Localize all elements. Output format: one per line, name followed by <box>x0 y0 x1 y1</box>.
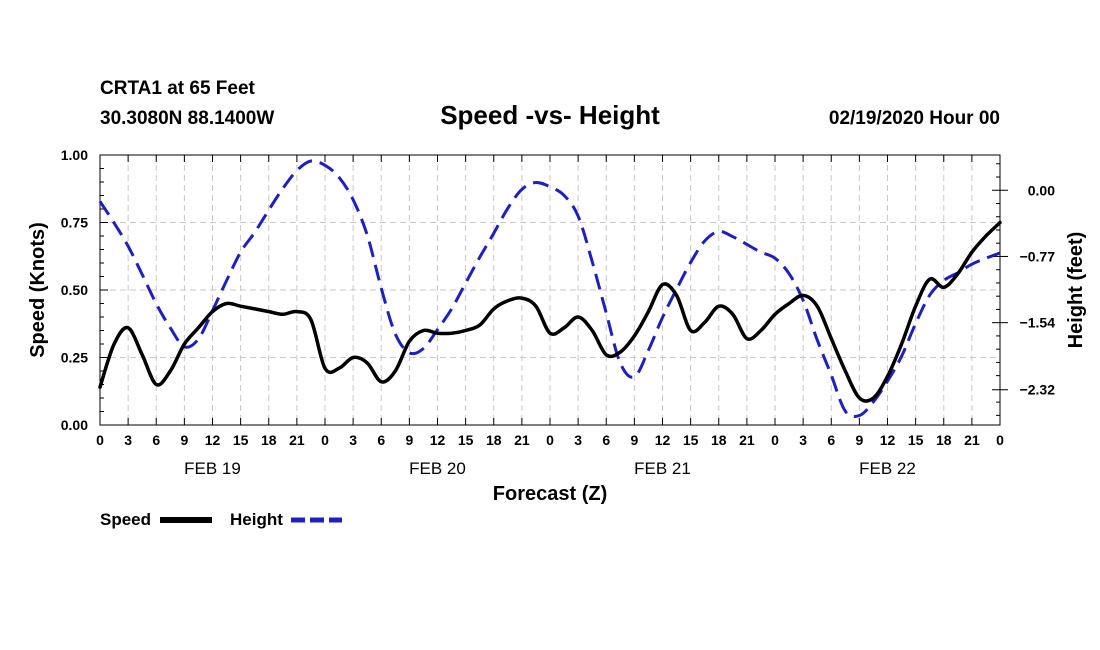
x-tick-label: 15 <box>458 432 474 448</box>
legend-height-label: Height <box>230 510 283 529</box>
legend-speed-label: Speed <box>100 510 151 529</box>
right-tick-label: −1.54 <box>1020 315 1056 331</box>
data-series <box>98 159 1002 419</box>
x-tick-label: 9 <box>855 432 863 448</box>
right-axis-title: Height (feet) <box>1065 232 1087 349</box>
x-tick-label: 6 <box>827 432 835 448</box>
left-tick-label: 1.00 <box>61 147 88 163</box>
left-tick-label: 0.75 <box>61 215 88 231</box>
x-tick-label: 6 <box>377 432 385 448</box>
x-tick-label: 15 <box>233 432 249 448</box>
x-tick-label: 21 <box>739 432 755 448</box>
x-tick-label: 12 <box>430 432 446 448</box>
x-tick-label: 9 <box>180 432 188 448</box>
right-tick-label: −0.77 <box>1020 248 1056 264</box>
x-tick-label: 3 <box>349 432 357 448</box>
x-tick-label: 3 <box>574 432 582 448</box>
x-axis-title: Forecast (Z) <box>493 483 607 505</box>
legend: Speed Height <box>100 510 342 529</box>
left-tick-label: 0.00 <box>61 417 88 433</box>
x-tick-label: 18 <box>261 432 277 448</box>
day-label: FEB 22 <box>859 459 916 478</box>
x-tick-label: 6 <box>602 432 610 448</box>
right-tick-label: 0.00 <box>1028 182 1055 198</box>
day-label: FEB 21 <box>634 459 691 478</box>
x-tick-label: 9 <box>405 432 413 448</box>
axis-tick-labels: 0 3 6 9 12 15 18 21 0 3 6 9 12 15 18 21 0 3 6 9 12 15 18 21 0 3 6 9… <box>61 147 1055 478</box>
speed-series-line <box>98 220 1002 403</box>
day-label: FEB 20 <box>409 459 466 478</box>
x-tick-label: 15 <box>908 432 924 448</box>
station-label: CRTA1 at 65 Feet <box>100 78 256 99</box>
height-series-line <box>98 159 1001 419</box>
x-tick-label: 18 <box>936 432 952 448</box>
x-tick-label: 0 <box>996 432 1004 448</box>
x-tick-label: 18 <box>711 432 727 448</box>
x-tick-label: 15 <box>683 432 699 448</box>
x-tick-label: 18 <box>486 432 502 448</box>
x-tick-label: 0 <box>96 432 104 448</box>
x-tick-label: 0 <box>771 432 779 448</box>
x-tick-label: 12 <box>880 432 896 448</box>
chart-title: Speed -vs- Height <box>440 100 660 130</box>
right-tick-label: −2.32 <box>1020 382 1056 398</box>
x-tick-label: 12 <box>205 432 221 448</box>
x-tick-label: 3 <box>799 432 807 448</box>
x-tick-label: 0 <box>321 432 329 448</box>
coordinates-label: 30.3080N 88.1400W <box>100 108 274 129</box>
left-tick-label: 0.25 <box>61 350 88 366</box>
x-tick-label: 12 <box>655 432 671 448</box>
forecast-date-label: 02/19/2020 Hour 00 <box>829 108 1000 129</box>
left-axis-title: Speed (Knots) <box>27 222 49 358</box>
left-tick-label: 0.50 <box>61 282 88 298</box>
x-tick-label: 3 <box>124 432 132 448</box>
day-label: FEB 19 <box>184 459 241 478</box>
x-tick-label: 21 <box>514 432 530 448</box>
x-tick-label: 21 <box>964 432 980 448</box>
x-tick-label: 0 <box>546 432 554 448</box>
x-tick-label: 6 <box>152 432 160 448</box>
grid-lines <box>100 155 1000 425</box>
x-tick-label: 21 <box>289 432 305 448</box>
x-tick-label: 9 <box>630 432 638 448</box>
